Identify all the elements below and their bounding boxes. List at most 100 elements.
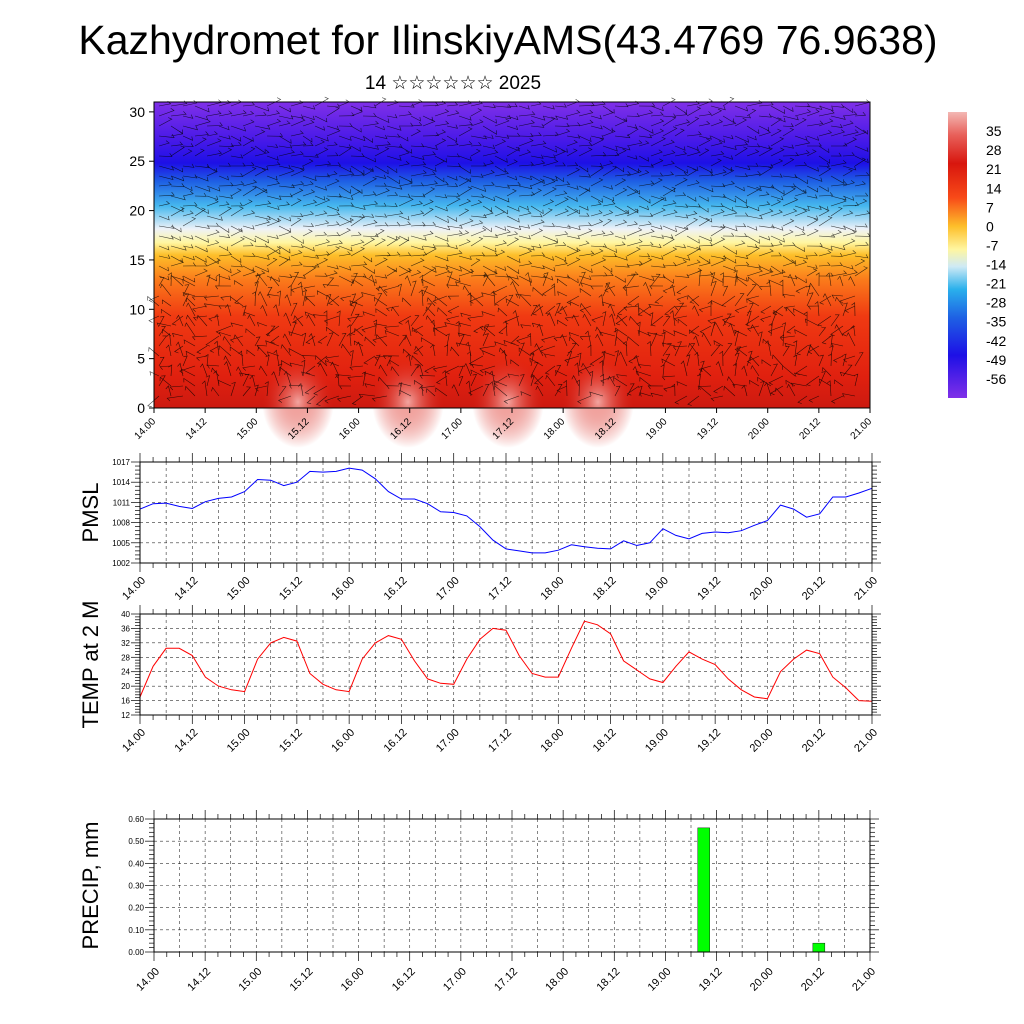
wind-barb — [378, 364, 388, 377]
wind-barb — [516, 335, 532, 344]
wind-barb — [458, 375, 464, 387]
wind-barb — [446, 275, 461, 283]
wind-barb — [818, 208, 830, 217]
wind-barb — [170, 235, 182, 242]
x-tick-label: 14.00 — [120, 727, 148, 755]
x-tick-label: 16.12 — [390, 966, 418, 994]
wind-barb — [750, 364, 760, 377]
wind-barb — [602, 160, 614, 167]
wind-barb — [650, 128, 665, 137]
wind-barb — [842, 168, 853, 177]
wind-barb — [301, 359, 306, 377]
wind-barb — [386, 165, 398, 174]
wind-barb — [604, 285, 616, 293]
wind-barb — [254, 200, 272, 207]
y-tick-label: 36 — [121, 624, 130, 633]
wind-barb — [541, 335, 556, 343]
wind-barb — [770, 173, 783, 178]
wind-barb — [410, 245, 424, 251]
wind-barb — [602, 105, 615, 114]
wind-barb — [422, 151, 437, 157]
x-tick-label: 19.12 — [695, 575, 723, 603]
wind-barb — [758, 242, 774, 247]
wind-barb — [471, 364, 484, 369]
wind-barb — [463, 362, 472, 377]
wind-barb — [506, 237, 520, 247]
wind-barb — [722, 265, 736, 272]
wind-barb — [614, 255, 628, 261]
wind-barb — [182, 174, 198, 179]
wind-barb — [217, 379, 232, 387]
wind-barb — [662, 237, 675, 247]
wind-barb — [518, 260, 533, 267]
wind-barb — [458, 100, 472, 107]
wind-barb — [362, 165, 374, 173]
wind-barb — [482, 181, 495, 187]
wind-barb — [494, 205, 508, 215]
wind-barb — [722, 195, 737, 203]
wind-barb — [458, 175, 472, 183]
wind-barb — [698, 185, 714, 193]
wind-barb — [349, 365, 364, 371]
x-tick-label: 19.12 — [697, 966, 725, 994]
wind-barb — [159, 365, 172, 370]
wind-barb — [462, 285, 472, 297]
x-tick-label: 21.00 — [849, 416, 875, 442]
wind-barb — [458, 208, 470, 217]
wind-barb — [771, 354, 784, 367]
wind-barb — [566, 257, 581, 267]
wind-barb — [349, 300, 364, 307]
wind-barb — [590, 248, 604, 257]
wind-barb — [758, 146, 773, 157]
wind-barb — [414, 345, 424, 357]
wind-barb — [194, 268, 208, 277]
wind-barb — [362, 255, 373, 263]
wind-barb — [302, 119, 315, 127]
x-tick-label: 20.12 — [798, 416, 824, 442]
wind-barb — [266, 205, 280, 210]
wind-barb — [720, 272, 724, 287]
wind-barb — [741, 384, 748, 397]
wind-barb — [469, 295, 484, 304]
wind-barb — [710, 395, 724, 402]
wind-barb — [650, 207, 666, 217]
wind-barb — [853, 373, 859, 387]
wind-barb — [230, 381, 236, 397]
wind-barb — [650, 274, 666, 279]
wind-barb — [242, 386, 252, 397]
wind-barb — [182, 163, 195, 168]
wind-barb — [689, 295, 700, 304]
wind-barb — [338, 333, 347, 347]
wind-barb — [686, 210, 698, 217]
wind-barb — [230, 202, 243, 207]
wind-barb — [432, 295, 448, 304]
wind-barb — [353, 279, 364, 287]
wind-barb — [492, 285, 508, 295]
wind-barb — [336, 310, 341, 327]
wind-barb — [194, 245, 208, 253]
wind-barb — [506, 181, 522, 187]
x-tick-label: 15.00 — [225, 575, 253, 603]
wind-barb — [746, 108, 757, 117]
wind-barb — [182, 244, 194, 249]
y-tick-label: 1005 — [112, 539, 130, 548]
wind-barb — [554, 115, 569, 120]
wind-barb — [542, 222, 556, 227]
wind-barb — [578, 135, 592, 143]
wind-barb — [628, 355, 640, 364]
wind-barb — [698, 360, 705, 377]
wind-barb — [638, 163, 654, 168]
wind-barb — [422, 286, 429, 297]
wind-barb — [156, 322, 172, 327]
wind-barb — [782, 293, 796, 298]
wind-barb — [579, 305, 592, 313]
wind-barb — [230, 225, 243, 233]
wind-barb — [719, 350, 724, 367]
wind-barb — [434, 120, 450, 127]
wind-barb — [554, 255, 567, 262]
y-tick-label: 0.40 — [128, 859, 144, 868]
wind-barb — [364, 383, 376, 388]
wind-barb — [230, 188, 242, 197]
wind-barb — [306, 395, 316, 404]
wind-barb — [662, 200, 677, 207]
